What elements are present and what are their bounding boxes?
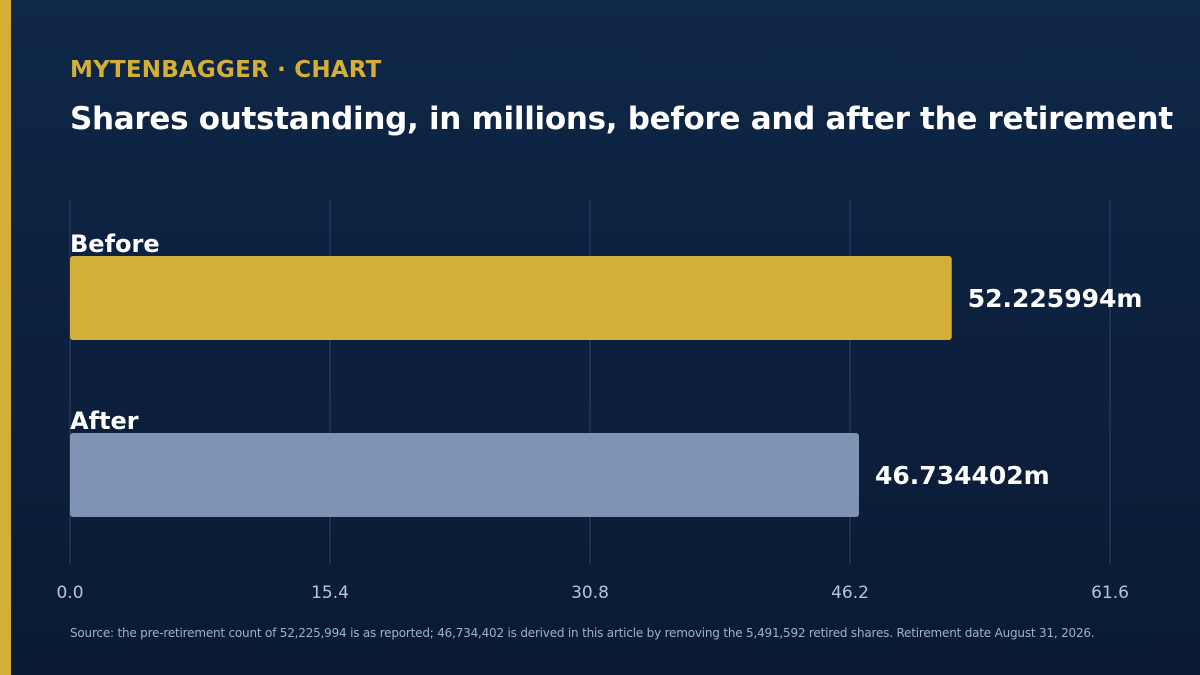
x-tick-label: 46.2 xyxy=(831,583,869,603)
bar-after xyxy=(70,433,860,517)
source-note: Source: the pre-retirement count of 52,2… xyxy=(70,626,1095,640)
category-label: Before xyxy=(70,230,160,258)
x-tick-label: 30.8 xyxy=(571,583,609,603)
brand-label: MYTENBAGGER · CHART xyxy=(70,57,382,83)
data-label: 52.225994m xyxy=(968,284,1143,313)
data-label: 46.734402m xyxy=(875,461,1050,490)
category-label: After xyxy=(70,407,139,435)
accent-strip xyxy=(0,0,11,675)
bar-before xyxy=(70,256,952,340)
x-tick-label: 61.6 xyxy=(1091,583,1129,603)
chart-title: Shares outstanding, in millions, before … xyxy=(70,101,1173,137)
x-tick-label: 0.0 xyxy=(56,583,83,603)
x-tick-label: 15.4 xyxy=(311,583,349,603)
